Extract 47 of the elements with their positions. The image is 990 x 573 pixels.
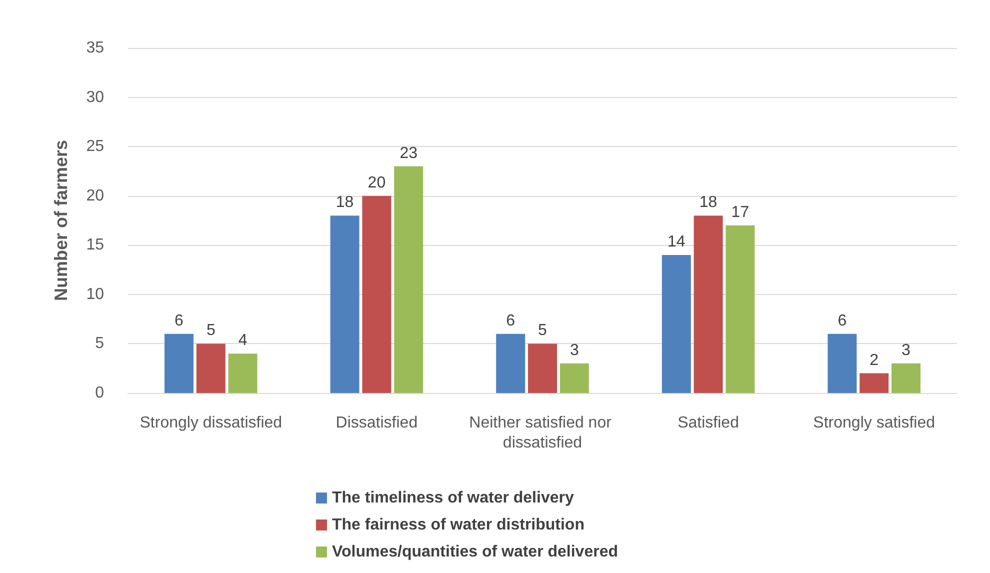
legend-label: The fairness of water distribution <box>332 516 584 534</box>
legend-label: Volumes/quantities of water delivered <box>332 544 618 560</box>
y-tick-label: 20 <box>86 187 104 204</box>
bar <box>560 363 589 393</box>
x-tick-label: Dissatisfied <box>336 414 418 432</box>
bar <box>496 334 526 393</box>
data-label: 3 <box>902 342 911 359</box>
x-tick-label: Neither satisfied nor dissatisfied <box>469 414 616 452</box>
y-tick-label: 35 <box>86 40 104 56</box>
bar <box>694 216 723 393</box>
bar <box>362 196 392 393</box>
y-tick-label: 15 <box>86 236 104 254</box>
data-label: 14 <box>668 234 686 250</box>
data-label: 3 <box>570 342 579 359</box>
bar <box>164 334 194 393</box>
x-tick-label: Strongly satisfied <box>813 414 936 432</box>
y-tick-label: 10 <box>86 286 104 303</box>
data-label: 6 <box>506 312 516 330</box>
bar <box>330 216 360 393</box>
data-label: 23 <box>400 144 418 162</box>
data-label: 6 <box>838 312 847 330</box>
data-label: 17 <box>731 204 750 221</box>
bar <box>828 334 857 393</box>
data-label: 2 <box>870 352 879 369</box>
data-label: 4 <box>238 332 248 350</box>
bar <box>892 363 920 393</box>
x-tick-label: Satisfied <box>678 414 739 432</box>
data-label: 6 <box>174 312 184 330</box>
data-label: 18 <box>336 194 354 212</box>
data-label: 5 <box>206 322 216 340</box>
bar <box>394 166 424 393</box>
x-tick-label: Strongly dissatisfied <box>140 414 282 432</box>
y-tick-label: 30 <box>86 88 104 106</box>
y-tick-label: 5 <box>95 335 104 352</box>
bar <box>662 255 691 393</box>
bar <box>726 225 755 393</box>
bar <box>196 344 226 393</box>
y-axis-title: Number of farmers <box>51 140 71 302</box>
bar <box>228 354 258 393</box>
bar <box>528 344 557 393</box>
data-label: 5 <box>538 322 548 340</box>
data-label: 20 <box>368 174 386 192</box>
y-tick-label: 0 <box>95 384 104 402</box>
data-label: 18 <box>699 194 718 212</box>
y-tick-label: 25 <box>86 138 104 156</box>
bar <box>860 373 889 393</box>
legend-label: The timeliness of water delivery <box>332 490 574 506</box>
